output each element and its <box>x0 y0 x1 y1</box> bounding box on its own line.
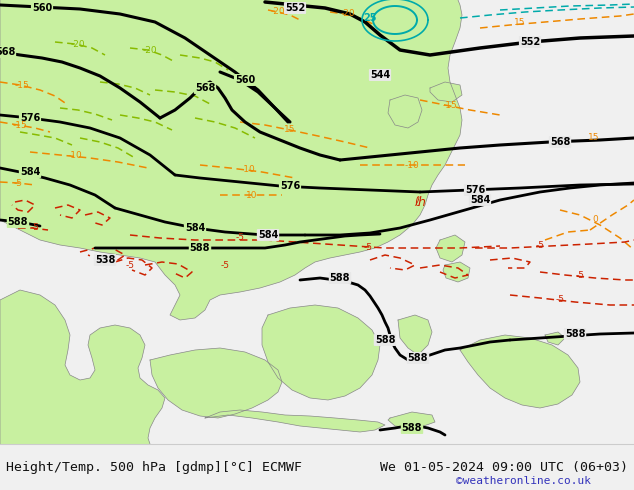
Polygon shape <box>436 235 465 262</box>
Text: 0: 0 <box>592 216 598 224</box>
Text: -5: -5 <box>576 271 585 280</box>
Text: -5: -5 <box>536 242 545 250</box>
Text: 568: 568 <box>0 47 15 57</box>
Text: -20: -20 <box>70 41 86 49</box>
Text: 588: 588 <box>190 243 210 253</box>
Text: 560: 560 <box>235 75 255 85</box>
Text: Height/Temp. 500 hPa [gdmp][°C] ECMWF: Height/Temp. 500 hPa [gdmp][°C] ECMWF <box>6 461 302 473</box>
Polygon shape <box>398 315 432 355</box>
Text: -20: -20 <box>271 7 285 17</box>
Text: -5: -5 <box>13 178 22 188</box>
Text: 576: 576 <box>20 113 40 123</box>
Text: -10: -10 <box>241 166 256 174</box>
Polygon shape <box>150 348 282 418</box>
Polygon shape <box>430 82 462 102</box>
Text: -15: -15 <box>443 100 457 109</box>
Text: 15: 15 <box>284 125 295 134</box>
Text: -5: -5 <box>363 244 373 252</box>
Polygon shape <box>262 305 380 400</box>
Text: 588: 588 <box>408 353 428 363</box>
Text: -10: -10 <box>404 161 419 170</box>
Text: 588: 588 <box>8 217 29 227</box>
Text: We 01-05-2024 09:00 UTC (06+03): We 01-05-2024 09:00 UTC (06+03) <box>380 461 628 473</box>
Polygon shape <box>443 262 470 282</box>
Text: -15: -15 <box>13 121 27 129</box>
Text: ©weatheronline.co.uk: ©weatheronline.co.uk <box>456 476 592 486</box>
Text: 588: 588 <box>330 273 350 283</box>
Text: -15: -15 <box>15 81 29 91</box>
Text: 15: 15 <box>514 19 526 27</box>
Text: 560: 560 <box>32 3 52 13</box>
Polygon shape <box>388 412 435 428</box>
Text: -5: -5 <box>221 261 230 270</box>
Text: 588: 588 <box>402 423 422 433</box>
Text: 15: 15 <box>588 133 600 143</box>
Text: -10: -10 <box>68 150 82 160</box>
Text: 588: 588 <box>565 329 585 339</box>
Text: 576: 576 <box>280 181 300 191</box>
Text: 538: 538 <box>95 255 115 265</box>
Text: 10: 10 <box>246 191 258 199</box>
Polygon shape <box>0 290 165 444</box>
Text: -20: -20 <box>143 47 157 55</box>
Polygon shape <box>388 95 422 128</box>
Text: 544: 544 <box>370 70 390 80</box>
Text: -5: -5 <box>555 295 564 304</box>
Text: 584: 584 <box>185 223 205 233</box>
Text: 568: 568 <box>550 137 570 147</box>
Text: -5: -5 <box>30 223 39 232</box>
Text: $\ell\!h$: $\ell\!h$ <box>414 195 426 209</box>
Text: 584: 584 <box>20 167 40 177</box>
Text: 552: 552 <box>285 3 305 13</box>
Polygon shape <box>205 410 385 432</box>
Text: -20: -20 <box>340 9 355 19</box>
Text: 568: 568 <box>195 83 215 93</box>
Text: 576: 576 <box>465 185 485 195</box>
Text: 552: 552 <box>520 37 540 47</box>
Text: 588: 588 <box>375 335 395 345</box>
Polygon shape <box>0 0 462 320</box>
Text: 584: 584 <box>470 195 490 205</box>
Text: 584: 584 <box>258 230 278 240</box>
Text: -5: -5 <box>235 234 245 243</box>
Text: 25: 25 <box>363 13 377 23</box>
Polygon shape <box>460 335 580 408</box>
Polygon shape <box>545 332 565 345</box>
Text: -5: -5 <box>126 261 134 270</box>
